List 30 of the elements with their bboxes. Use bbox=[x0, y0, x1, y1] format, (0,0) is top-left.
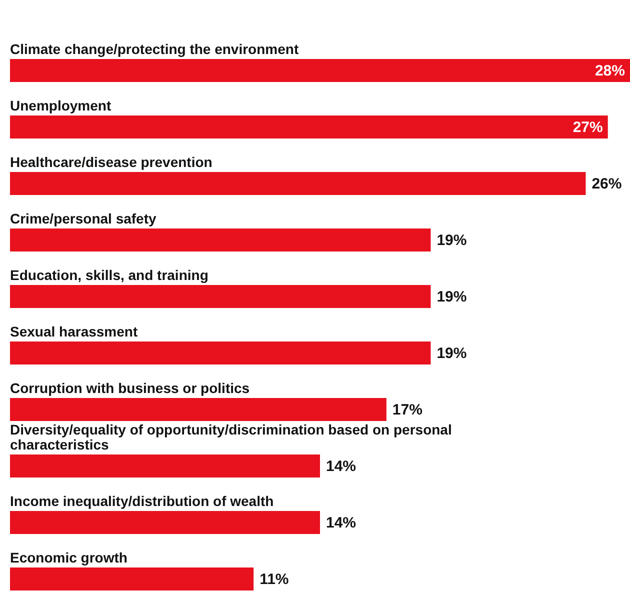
bar bbox=[10, 568, 254, 590]
y-tick-label: Climate change/protecting the environment bbox=[10, 41, 299, 57]
data-label: 19% bbox=[436, 232, 467, 249]
data-label: 17% bbox=[392, 402, 422, 418]
bar bbox=[10, 116, 608, 138]
data-label: 14% bbox=[326, 514, 356, 532]
bar bbox=[10, 228, 431, 252]
bar bbox=[10, 172, 586, 195]
bar bbox=[10, 511, 320, 534]
y-tick-label: Income inequality/distribution of wealth bbox=[10, 493, 274, 509]
y-tick-label: Economic growth bbox=[10, 550, 128, 566]
y-tick-label: Corruption with business or politics bbox=[10, 380, 250, 396]
bar bbox=[10, 454, 320, 478]
y-tick-label: Healthcare/disease prevention bbox=[10, 154, 212, 170]
data-label: 27% bbox=[572, 119, 603, 136]
bar bbox=[10, 59, 630, 82]
data-label: 14% bbox=[326, 458, 356, 475]
y-tick-label: Sexual harassment bbox=[10, 324, 138, 340]
y-tick-label: Diversity/equality of opportunity/discrimination based on personal characteristics bbox=[10, 422, 452, 452]
data-label: 11% bbox=[260, 571, 289, 588]
data-label: 26% bbox=[592, 176, 622, 192]
bar bbox=[10, 285, 431, 308]
data-label: 28% bbox=[594, 62, 625, 80]
data-label: 19% bbox=[436, 288, 467, 306]
bar bbox=[10, 342, 431, 364]
data-label: 19% bbox=[436, 345, 467, 362]
y-tick-label: Education, skills, and training bbox=[10, 267, 208, 283]
bar bbox=[10, 398, 386, 421]
y-tick-label: Crime/personal safety bbox=[10, 210, 156, 226]
y-tick-label: Unemployment bbox=[10, 98, 112, 114]
